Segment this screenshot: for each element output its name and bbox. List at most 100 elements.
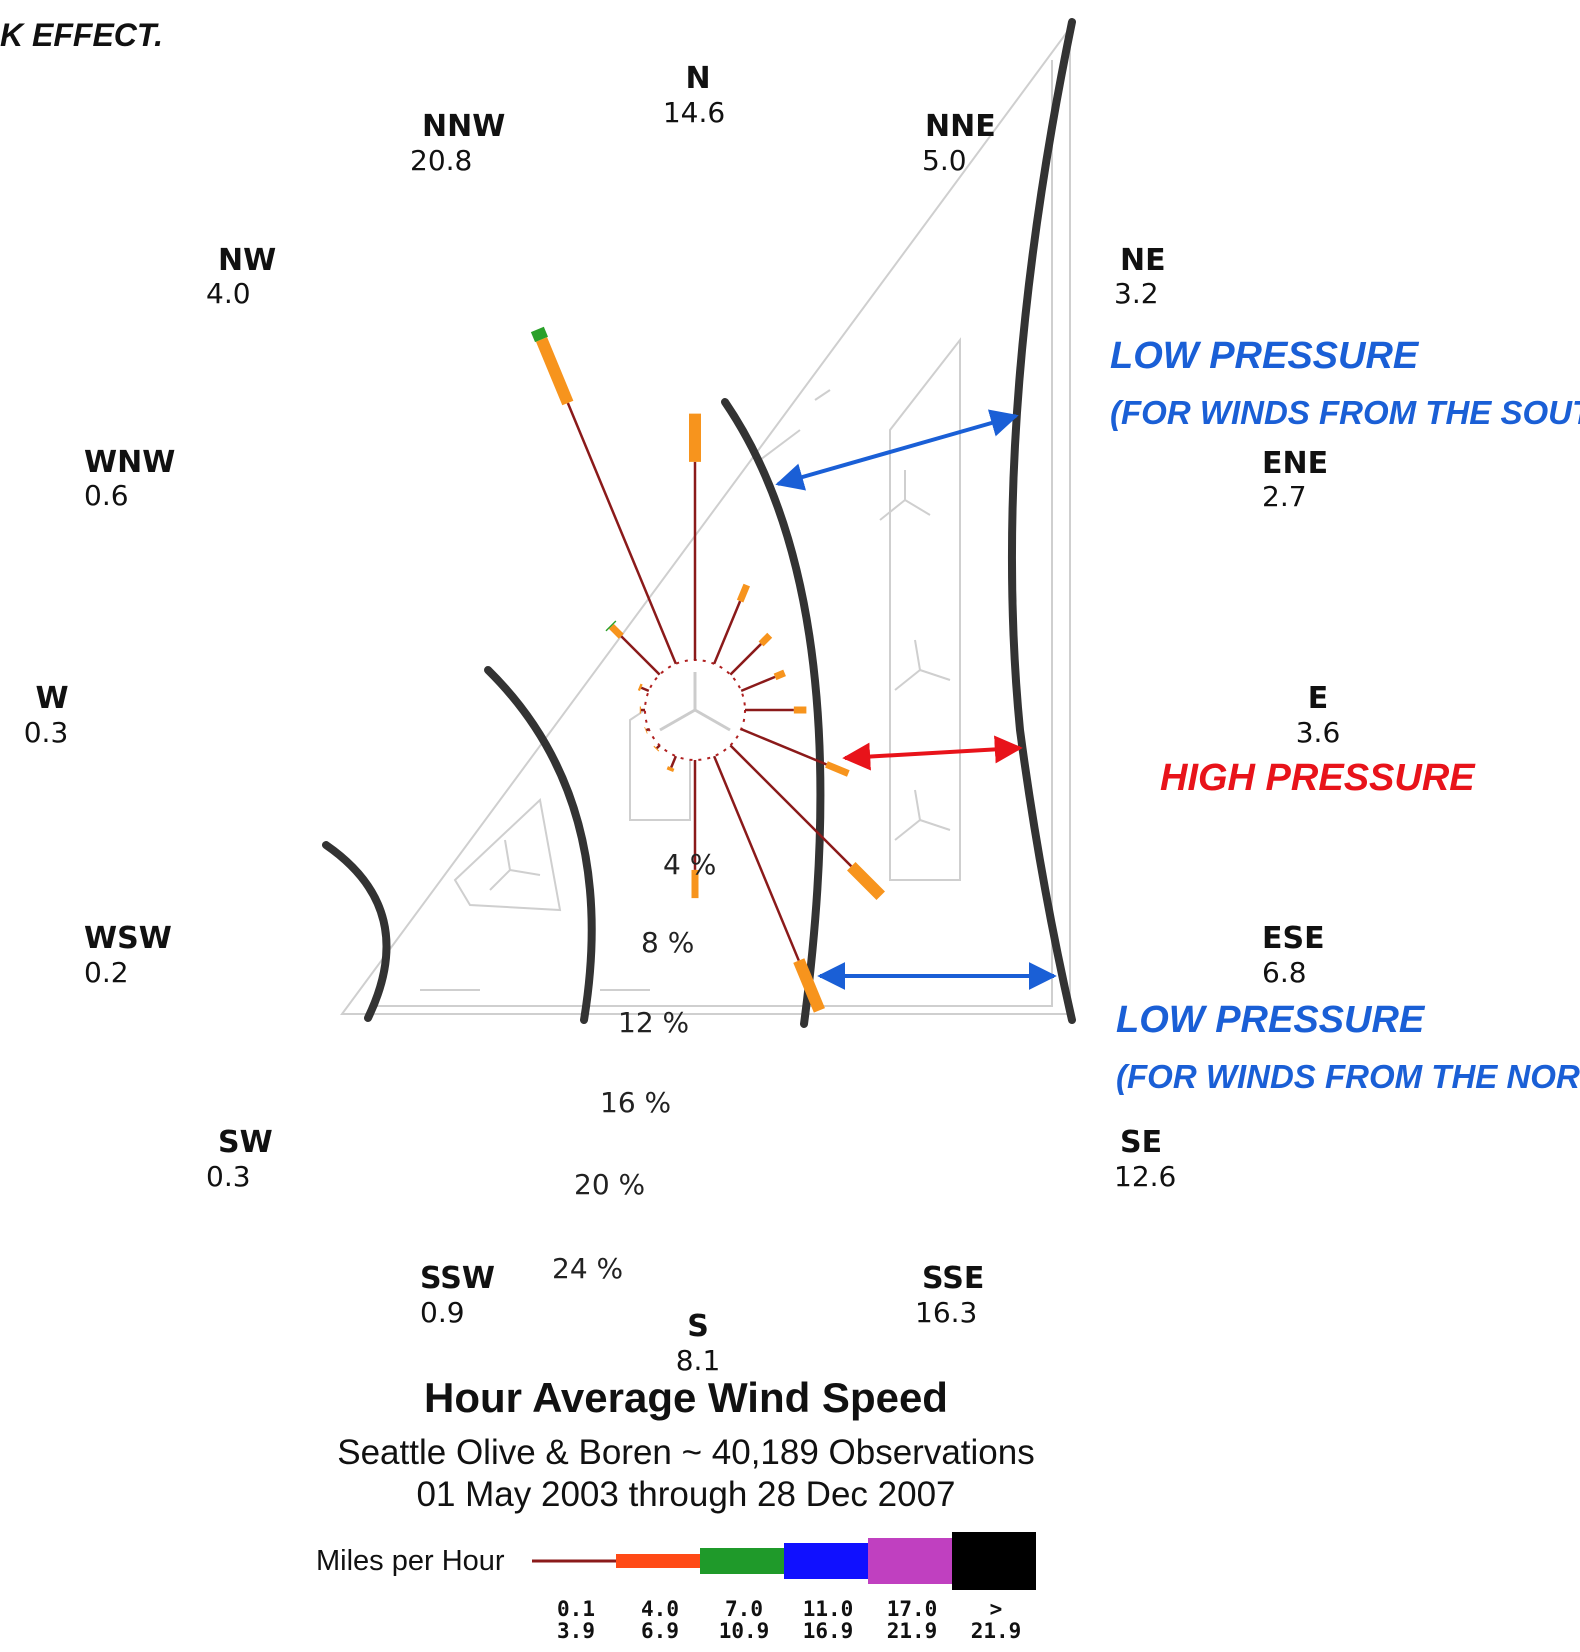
dir-val-WNW: 0.6 (84, 479, 129, 512)
ring-label-24: 24 % (552, 1252, 623, 1285)
legend-bin-5-bottom: 21.9 (971, 1619, 1022, 1643)
low-pressure-arrow-south (775, 409, 1019, 491)
legend-bin-2-bottom: 10.9 (719, 1619, 770, 1643)
dir-val-ENE: 2.7 (1262, 480, 1307, 513)
dir-val-SSW: 0.9 (420, 1296, 465, 1329)
dir-val-E: 3.6 (1296, 716, 1341, 749)
legend-bin-4-bottom: 21.9 (887, 1619, 938, 1643)
dir-val-NW: 4.0 (206, 277, 251, 310)
legend-bin-0-top: 0.1 (557, 1597, 595, 1621)
dir-name-NE: NE (1120, 243, 1166, 278)
spoke-nnw-high (530, 326, 548, 343)
dir-name-WSW: WSW (84, 921, 172, 956)
dir-name-N: N (685, 61, 710, 96)
spoke-sse-low (712, 755, 800, 962)
dir-name-SE: SE (1120, 1125, 1162, 1160)
spoke-ene-low (740, 675, 776, 693)
dir-val-WSW: 0.2 (84, 956, 129, 989)
legend-title: Miles per Hour (316, 1545, 505, 1577)
low-pressure-north-sub: (FOR WINDS FROM THE NORTH) (1116, 1058, 1580, 1095)
low-pressure-south-sub: (FOR WINDS FROM THE SOUTH) (1110, 394, 1580, 431)
pressure-arrows (775, 409, 1057, 990)
dir-name-NNW: NNW (422, 109, 505, 144)
dir-val-NNW: 20.8 (410, 144, 472, 177)
spoke-nnw-mid (535, 337, 574, 406)
legend-bin-4-swatch (868, 1538, 952, 1584)
high-pressure-title: HIGH PRESSURE (1160, 757, 1476, 799)
spoke-se-low (729, 744, 853, 868)
legend-bin-0-bottom: 3.9 (557, 1619, 595, 1643)
dir-name-ENE: ENE (1262, 446, 1328, 481)
spoke-ene-mid (773, 669, 786, 681)
low-pressure-south-title: LOW PRESSURE (1110, 335, 1420, 377)
dir-val-SW: 0.3 (206, 1160, 251, 1193)
dir-name-E: E (1308, 681, 1329, 716)
dir-val-SE: 12.6 (1114, 1160, 1176, 1193)
legend-bin-3-top: 11.0 (803, 1597, 854, 1621)
spoke-wnw-low (640, 686, 650, 693)
dir-name-S: S (687, 1309, 709, 1344)
dir-val-SSE: 16.3 (915, 1296, 977, 1329)
ring-label-16: 16 % (600, 1086, 671, 1119)
pressure-annotations: LOW PRESSURE (FOR WINDS FROM THE SOUTH) … (1110, 335, 1580, 1095)
spoke-ssw-low (670, 755, 678, 768)
legend-bin-5-top: > (990, 1597, 1003, 1621)
speed-legend: Miles per Hour 0.13.9 4.06.9 7.010.9 11.016… (316, 1532, 1036, 1643)
legend-bin-4-top: 17.0 (887, 1597, 938, 1621)
direction-labels: N 14.6 NNE 5.0 NE 3.2 ENE 2.7 E 3.6 ESE … (24, 61, 1341, 1377)
heading-fragment: K EFFECT. (0, 17, 163, 53)
legend-bin-2-top: 7.0 (725, 1597, 763, 1621)
legend-bin-2-swatch (700, 1548, 784, 1574)
dir-val-NE: 3.2 (1114, 277, 1159, 310)
spoke-wnw-mid (637, 683, 643, 691)
dir-val-NNE: 5.0 (922, 144, 967, 177)
legend-bin-5-swatch (952, 1532, 1036, 1590)
dir-name-ESE: ESE (1262, 921, 1325, 956)
dir-name-NW: NW (218, 243, 276, 278)
ring-label-20: 20 % (574, 1168, 645, 1201)
spoke-sse-mid (793, 958, 825, 1013)
spoke-nw-mid (608, 623, 624, 639)
wind-spokes (530, 326, 885, 1013)
spoke-se-mid (847, 862, 885, 900)
ring-label-12: 12 % (618, 1006, 689, 1039)
spoke-ne-mid (758, 632, 773, 647)
spoke-ese-low (740, 727, 827, 766)
low-pressure-north-title: LOW PRESSURE (1116, 999, 1426, 1041)
calm-circle (644, 659, 746, 761)
legend-bin-1-top: 4.0 (641, 1597, 679, 1621)
spoke-nne-low (712, 600, 742, 665)
high-pressure-arrow (842, 735, 1023, 771)
dir-val-ESE: 6.8 (1262, 956, 1307, 989)
chart-subtitle-1: Seattle Olive & Boren ~ 40,189 Observati… (337, 1433, 1035, 1472)
spoke-wsw-low (645, 727, 650, 732)
dir-name-SSE: SSE (922, 1261, 984, 1296)
dir-name-NNE: NNE (925, 109, 996, 144)
legend-bin-1-bottom: 6.9 (641, 1619, 679, 1643)
dir-val-W: 0.3 (24, 716, 69, 749)
spoke-nnw-low (566, 402, 678, 665)
ring-labels: 4 % 8 % 12 % 16 % 20 % 24 % (552, 848, 716, 1285)
dir-name-W: W (35, 681, 68, 716)
legend-bin-1-swatch (616, 1554, 700, 1568)
legend-bin-3-swatch (784, 1543, 868, 1579)
dir-name-WNW: WNW (84, 445, 175, 480)
spoke-nw-low (620, 635, 661, 676)
dir-name-SSW: SSW (420, 1261, 495, 1296)
spoke-nw-high (605, 620, 617, 632)
ring-label-8: 8 % (641, 926, 694, 959)
dir-val-N: 14.6 (663, 96, 725, 129)
chart-title: Hour Average Wind Speed (424, 1374, 948, 1421)
spoke-nne-mid (736, 583, 750, 603)
spoke-sw-mid (653, 745, 660, 752)
spoke-ssw-mid (666, 766, 675, 773)
ring-label-4: 4 % (663, 848, 716, 881)
legend-bin-3-bottom: 16.9 (803, 1619, 854, 1643)
dir-name-SW: SW (218, 1125, 273, 1160)
spoke-ne-low (729, 643, 762, 676)
chart-subtitle-2: 01 May 2003 through 28 Dec 2007 (417, 1475, 956, 1514)
dir-val-S: 8.1 (676, 1344, 721, 1377)
spoke-ese-mid (825, 761, 850, 777)
spoke-sw-low (655, 744, 661, 750)
